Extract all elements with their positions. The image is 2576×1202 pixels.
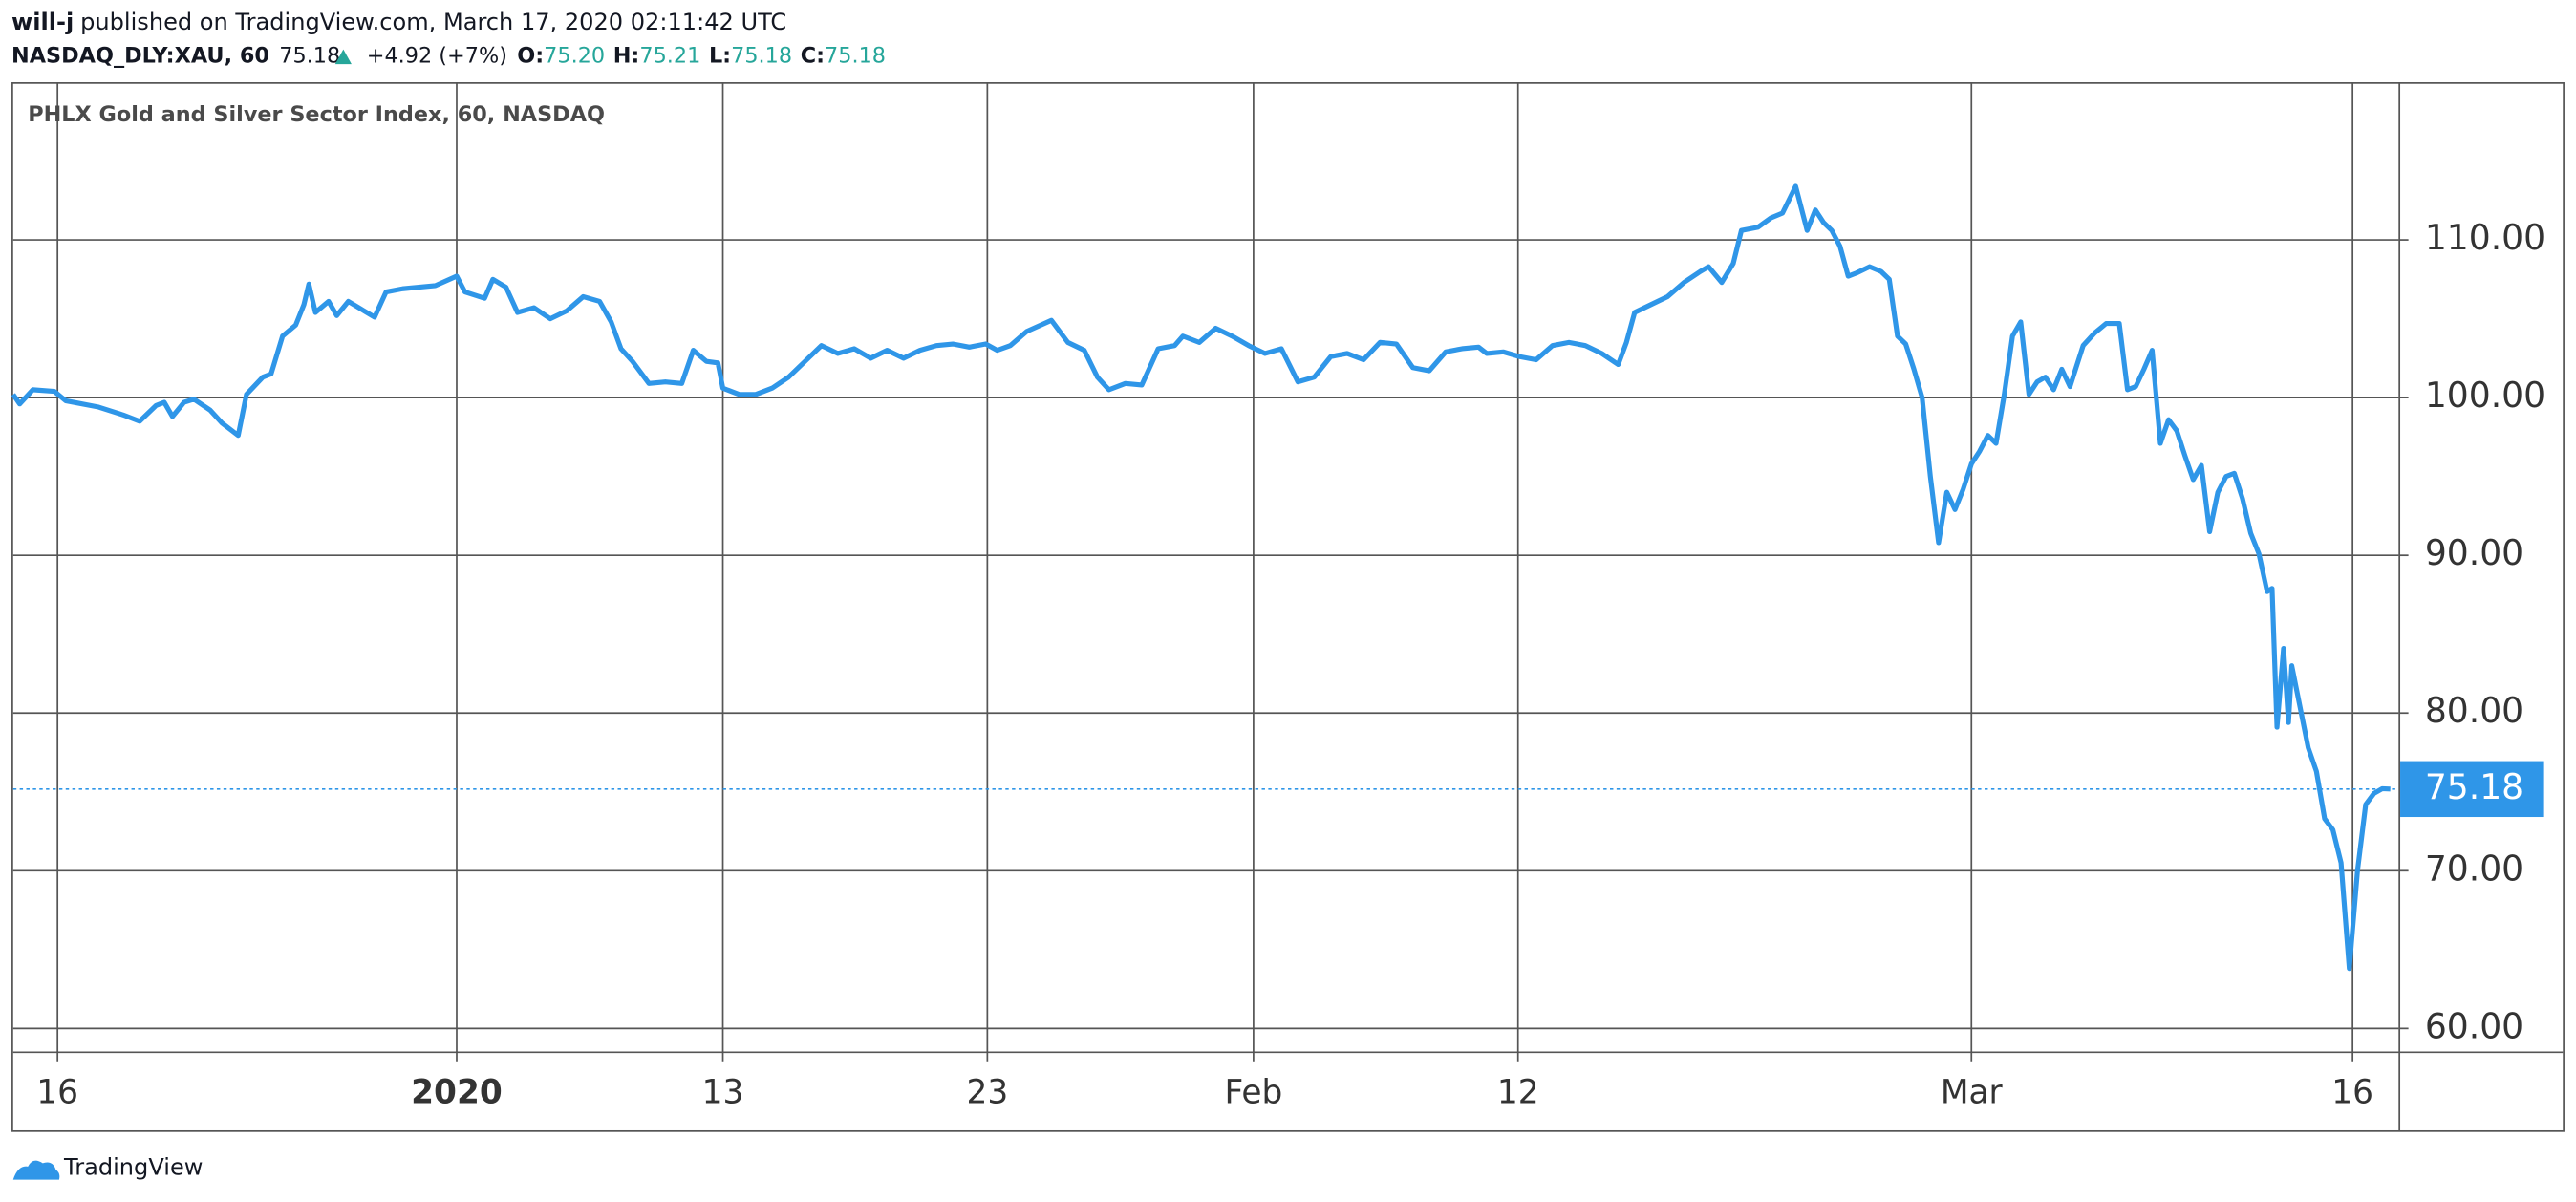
x-tick-label: 12 (1497, 1074, 1539, 1112)
x-tick-label: Mar (1941, 1074, 2004, 1112)
o: 75.20 (544, 43, 605, 68)
author: will-j (11, 9, 74, 35)
published: published on TradingView.com, March 17, … (80, 9, 786, 35)
quote-line: NASDAQ_DLY:XAU, 60 75.18 +4.92 (+7%) O:75.2… (11, 43, 886, 68)
c: 75.18 (825, 43, 886, 68)
header-line: will-j published on TradingView.com, Marc… (11, 9, 786, 35)
y-tick-label: 80.00 (2425, 690, 2523, 731)
last-price-box (2400, 761, 2544, 818)
y-tick-label: 100.00 (2425, 375, 2545, 416)
last: 75.18 (279, 43, 340, 68)
c-label: C: (801, 43, 825, 68)
up-arrow (334, 49, 352, 65)
change: +4.92 (+7%) (367, 43, 507, 68)
y-tick-label: 110.00 (2425, 217, 2545, 258)
x-tick-label: 23 (966, 1074, 1008, 1112)
brand: TradingView (63, 1154, 203, 1181)
l: 75.18 (731, 43, 792, 68)
l-label: L: (709, 43, 731, 68)
x-tick-label: 2020 (411, 1074, 503, 1112)
x-tick-label: 16 (36, 1074, 78, 1112)
symbol: NASDAQ_DLY:XAU, 60 (11, 43, 269, 68)
chart-title: PHLX Gold and Silver Sector Index, 60, N… (28, 102, 605, 127)
plot: 75.18 (11, 183, 2544, 972)
h-label: H: (613, 43, 640, 68)
frame (11, 82, 2565, 1132)
x-tick-label: 16 (2331, 1074, 2373, 1112)
logo (12, 1160, 60, 1180)
x-tick-label: 13 (702, 1074, 744, 1112)
last-price-label: 75.18 (2425, 766, 2523, 807)
x-tick-label: Feb (1224, 1074, 1282, 1112)
price-line (11, 183, 2391, 972)
o-label: O: (517, 43, 544, 68)
y-tick-label: 70.00 (2425, 848, 2523, 889)
h: 75.21 (639, 43, 700, 68)
grid: 60.00 70.00 80.00 90.00 100.00 110.00 16 2020 13… (12, 82, 2545, 1112)
y-tick-label: 90.00 (2425, 532, 2523, 573)
y-tick-label: 60.00 (2425, 1005, 2523, 1046)
